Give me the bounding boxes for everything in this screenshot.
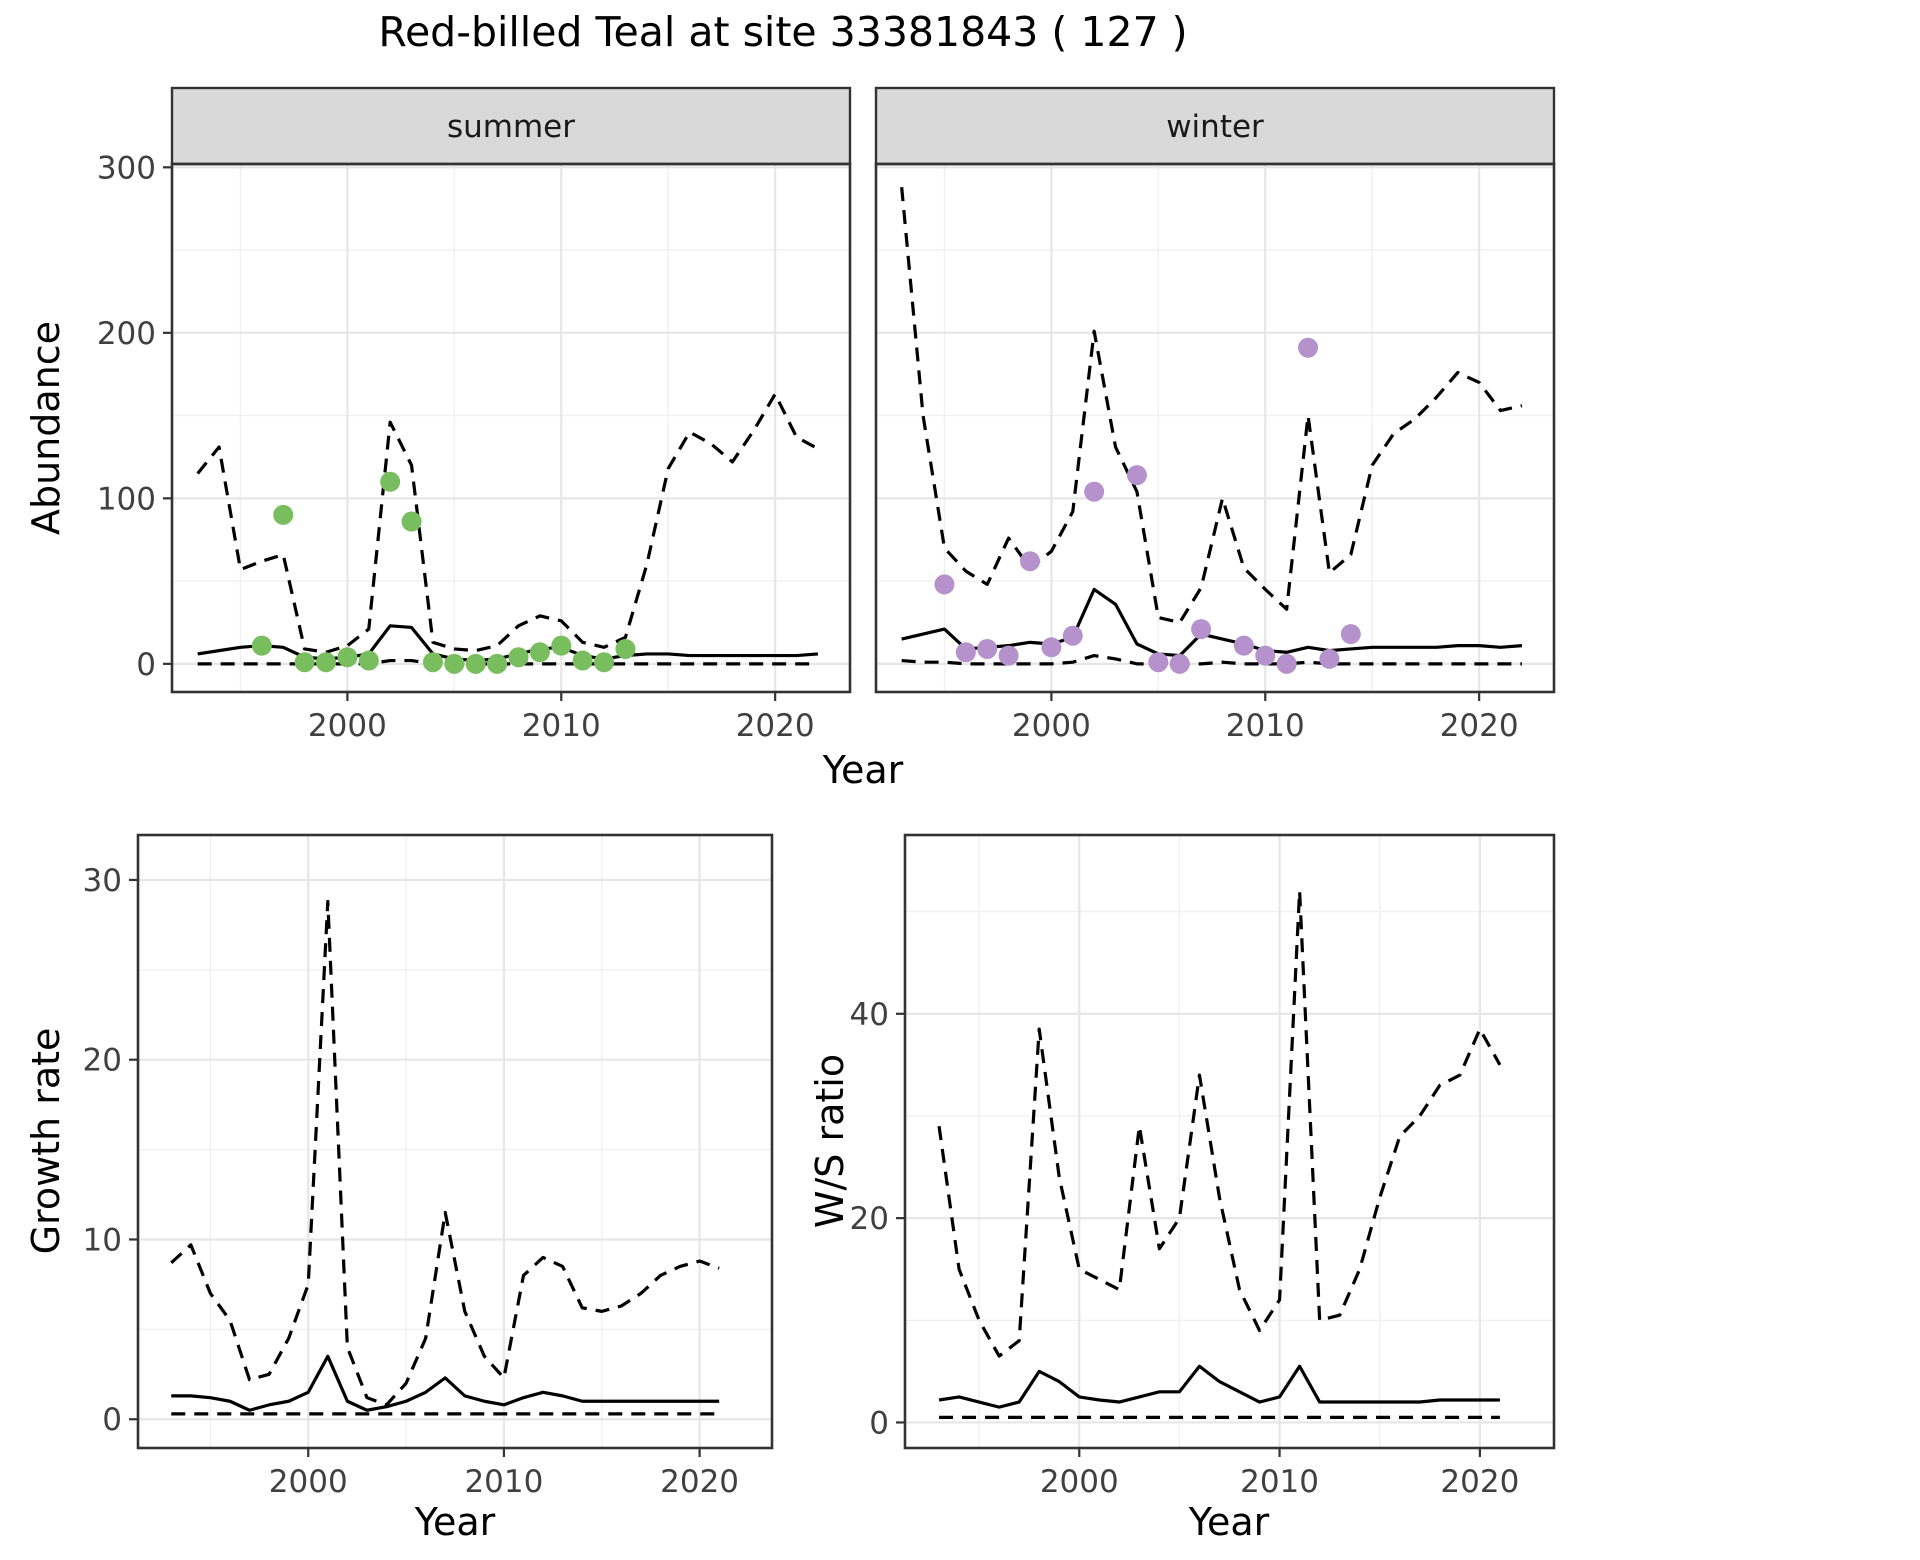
median-line: [938, 1364, 1500, 1409]
facet-strip-summer: summer: [446, 109, 575, 145]
upper-ci-line: [170, 899, 720, 1407]
observed-point: [1298, 337, 1319, 358]
ws-year-axis-label: Year: [1188, 1500, 1270, 1544]
observed-point: [1084, 481, 1105, 502]
observed-point: [977, 638, 998, 659]
median-line: [901, 587, 1523, 658]
ws-ratio-axis-label: W/S ratio: [808, 1053, 852, 1229]
observed-point: [465, 653, 486, 674]
y-tick-label: 30: [83, 863, 122, 899]
x-tick-label: 2000: [1012, 708, 1091, 744]
growth-rate-panel: 2000 2010 2020 0 10 20 30: [83, 833, 774, 1500]
y-tick-label: 20: [850, 1201, 889, 1237]
observed-point: [551, 635, 572, 656]
observed-point: [1041, 637, 1062, 658]
y-tick-label: 300: [97, 150, 156, 186]
observed-point: [1148, 652, 1169, 673]
y-tick-label: 20: [83, 1043, 122, 1079]
x-tick-label: 2020: [736, 708, 815, 744]
x-tick-label: 2010: [1226, 708, 1305, 744]
page-title: Red-billed Teal at site 33381843 ( 127 ): [378, 8, 1188, 56]
facet-strip-winter: winter: [1166, 109, 1264, 145]
observed-point: [1169, 653, 1190, 674]
growth-rate-axis-label: Growth rate: [24, 1027, 68, 1255]
upper-ci-line: [196, 392, 819, 654]
observed-point: [380, 471, 401, 492]
observed-point: [529, 642, 550, 663]
y-tick-label: 200: [97, 316, 156, 352]
top-year-axis-label: Year: [822, 748, 904, 792]
x-tick-label: 2000: [308, 708, 387, 744]
abundance-axis-label: Abundance: [24, 320, 68, 536]
x-tick-label: 2020: [660, 1464, 739, 1500]
observed-point: [1191, 619, 1212, 640]
upper-ci-line: [900, 187, 1523, 625]
observed-point: [934, 574, 955, 595]
y-tick-label: 40: [850, 997, 889, 1033]
observed-point: [294, 652, 315, 673]
observed-point: [273, 504, 294, 525]
upper-ci-line: [937, 889, 1502, 1358]
abundance-winter-panel: 2000 2010 2020: [874, 86, 1556, 744]
observed-point: [594, 652, 615, 673]
observed-point: [1233, 635, 1254, 656]
observed-point: [1276, 653, 1297, 674]
y-tick-label: 0: [136, 647, 156, 683]
y-tick-label: 100: [97, 481, 156, 517]
observed-point: [955, 642, 976, 663]
x-tick-label: 2010: [522, 708, 601, 744]
observed-point: [444, 653, 465, 674]
abundance-summer-panel: 2000 2010 2020 0 100 200 300: [97, 86, 852, 744]
observed-point: [572, 650, 593, 671]
observed-point: [1062, 625, 1083, 646]
observed-point: [508, 647, 529, 668]
observed-point: [401, 511, 422, 532]
observed-point: [337, 647, 358, 668]
x-tick-label: 2020: [1440, 1464, 1519, 1500]
observed-point: [1019, 551, 1040, 572]
x-tick-label: 2000: [269, 1464, 348, 1500]
x-tick-label: 2000: [1040, 1464, 1119, 1500]
median-line: [171, 1354, 720, 1412]
observed-point: [358, 650, 379, 671]
observed-point: [251, 635, 272, 656]
x-tick-label: 2020: [1440, 708, 1519, 744]
observed-point: [1255, 645, 1276, 666]
observed-point: [315, 652, 336, 673]
observed-point: [487, 653, 508, 674]
observed-point: [422, 652, 443, 673]
facet-strip: [170, 86, 852, 166]
y-tick-label: 10: [83, 1222, 122, 1258]
observed-point: [1126, 465, 1147, 486]
y-tick-label: 0: [869, 1405, 889, 1441]
ws-ratio-panel: 2000 2010 2020 0 20 40: [850, 833, 1556, 1500]
x-tick-label: 2010: [1240, 1464, 1319, 1500]
x-tick-label: 2010: [464, 1464, 543, 1500]
observed-point: [998, 645, 1019, 666]
y-tick-label: 0: [102, 1402, 122, 1438]
growth-year-axis-label: Year: [414, 1500, 496, 1544]
observed-point: [615, 638, 636, 659]
observed-point: [1340, 624, 1361, 645]
observed-point: [1319, 648, 1340, 669]
